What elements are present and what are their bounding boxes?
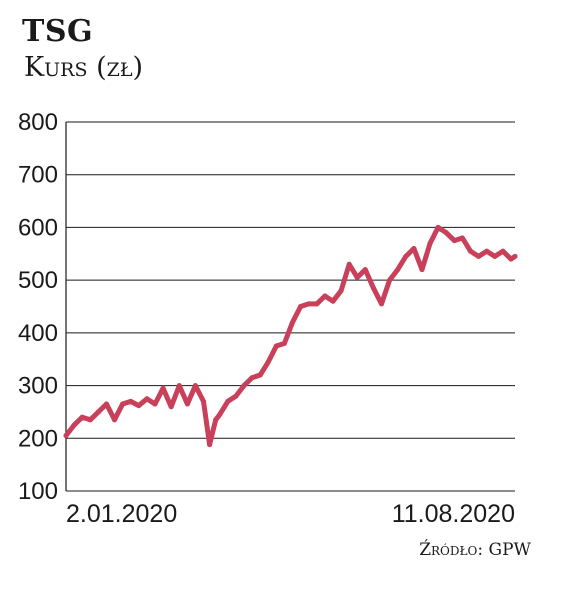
data-point xyxy=(168,404,174,410)
y-axis-ticks: 100 200 300 400 500 600 700 800 xyxy=(18,109,58,505)
data-point xyxy=(71,422,77,428)
data-point xyxy=(443,230,449,236)
data-point xyxy=(95,409,101,415)
data-point xyxy=(512,253,518,259)
data-point xyxy=(184,401,190,407)
data-point xyxy=(330,298,336,304)
data-point xyxy=(298,304,304,309)
data-point xyxy=(87,417,93,423)
y-tick-label: 700 xyxy=(18,162,58,189)
data-point xyxy=(152,401,158,407)
data-point xyxy=(160,385,166,391)
y-tick-label: 300 xyxy=(18,373,58,400)
data-point xyxy=(322,293,328,299)
data-point xyxy=(104,401,109,407)
data-point xyxy=(144,396,150,402)
data-point xyxy=(435,224,441,230)
data-point xyxy=(403,253,409,259)
data-point xyxy=(314,301,320,307)
series-line xyxy=(63,224,518,448)
data-point xyxy=(346,261,352,267)
y-tick-label: 200 xyxy=(18,425,58,452)
data-point xyxy=(379,301,384,307)
y-tick-label: 500 xyxy=(18,267,58,294)
data-point xyxy=(354,275,360,280)
data-point xyxy=(476,253,482,259)
data-point xyxy=(207,442,213,448)
data-point xyxy=(233,393,239,399)
data-point xyxy=(468,248,473,254)
chart-title: TSG xyxy=(22,14,94,49)
data-point xyxy=(508,256,514,262)
data-point xyxy=(257,372,263,378)
data-point xyxy=(290,319,295,325)
y-tick-label: 600 xyxy=(18,214,58,241)
data-point xyxy=(265,359,271,365)
data-point xyxy=(427,240,433,246)
data-point xyxy=(176,383,182,389)
data-point xyxy=(120,401,126,407)
data-point xyxy=(128,398,134,404)
y-tick-label: 100 xyxy=(18,478,58,505)
data-point xyxy=(484,248,490,254)
data-point xyxy=(395,267,401,273)
x-end-label: 11.08.2020 xyxy=(392,500,515,528)
data-point xyxy=(63,433,69,439)
data-point xyxy=(213,417,219,423)
data-point xyxy=(112,417,117,423)
source-note: Źródło: GPW xyxy=(419,540,531,560)
data-point xyxy=(387,277,393,283)
data-point xyxy=(217,412,223,418)
data-point xyxy=(500,248,506,254)
price-series xyxy=(63,224,518,448)
y-tick-label: 400 xyxy=(18,320,58,347)
data-point xyxy=(136,403,142,409)
data-point xyxy=(192,383,198,389)
data-point xyxy=(79,414,85,420)
data-point xyxy=(225,398,231,404)
data-point xyxy=(492,253,498,259)
data-point xyxy=(451,238,457,244)
x-start-label: 2.01.2020 xyxy=(66,500,177,528)
data-point xyxy=(370,285,376,291)
data-point xyxy=(281,340,287,346)
data-point xyxy=(338,288,344,294)
data-point xyxy=(459,235,465,241)
data-point xyxy=(362,267,368,273)
data-point xyxy=(241,383,247,389)
data-point xyxy=(306,301,312,307)
data-point xyxy=(411,246,417,251)
data-point xyxy=(419,267,425,273)
data-point xyxy=(201,398,206,404)
data-point xyxy=(249,375,255,381)
data-point xyxy=(273,343,279,349)
chart-subtitle: Kurs (zł) xyxy=(24,52,144,83)
y-tick-label: 800 xyxy=(18,109,58,136)
chart-grid xyxy=(66,121,515,492)
